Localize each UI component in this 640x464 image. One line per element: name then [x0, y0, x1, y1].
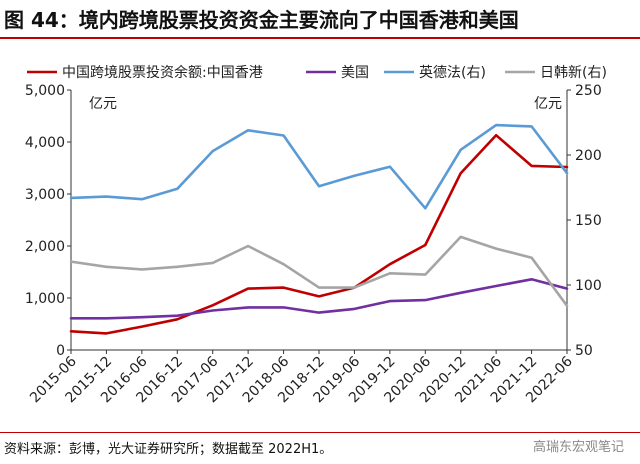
legend-label-2: 美国 — [341, 65, 369, 81]
left-tick-label: 0 — [56, 343, 65, 359]
legend-label-4: 日韩新(右) — [540, 65, 607, 81]
right-tick-label: 250 — [575, 83, 602, 99]
series-line-4 — [69, 235, 569, 308]
left-tick-label: 2,000 — [25, 239, 65, 255]
footer-divider — [0, 432, 640, 433]
chart-series — [69, 123, 569, 335]
legend-label-1: 中国跨境股票投资余额:中国香港 — [62, 64, 263, 81]
watermark: 高瑞东宏观笔记 — [532, 440, 624, 455]
right-axis-unit: 亿元 — [534, 96, 562, 112]
right-tick-label: 50 — [575, 343, 593, 359]
source-note: 资料来源：彭博，光大证券研究所；数据截至 2022H1。 — [4, 442, 333, 457]
right-tick-label: 100 — [575, 278, 602, 294]
left-tick-label: 1,000 — [25, 291, 65, 307]
left-axis-unit: 亿元 — [89, 96, 117, 112]
title-divider — [0, 37, 640, 39]
left-tick-label: 5,000 — [25, 83, 65, 99]
chart-legend: 中国跨境股票投资余额:中国香港 美国 英德法(右) 日韩新(右) — [27, 64, 607, 81]
line-chart: 中国跨境股票投资余额:中国香港 美国 英德法(右) 日韩新(右) 0 1,000 2,00… — [25, 64, 607, 406]
series-line-1 — [69, 133, 569, 335]
right-tick-label: 200 — [575, 148, 602, 164]
series-line-3 — [69, 123, 569, 210]
figure-title: 图 44：境内跨境股票投资资金主要流向了中国香港和美国 — [4, 8, 519, 32]
right-tick-label: 150 — [575, 213, 602, 229]
legend-label-3: 英德法(右) — [419, 64, 486, 81]
left-tick-label: 4,000 — [25, 135, 65, 151]
chart-axes: 0 1,000 2,000 3,000 4,000 5,000 50 100 150 200 250… — [25, 83, 602, 406]
left-tick-label: 3,000 — [25, 187, 65, 203]
series-line-2 — [69, 278, 569, 320]
